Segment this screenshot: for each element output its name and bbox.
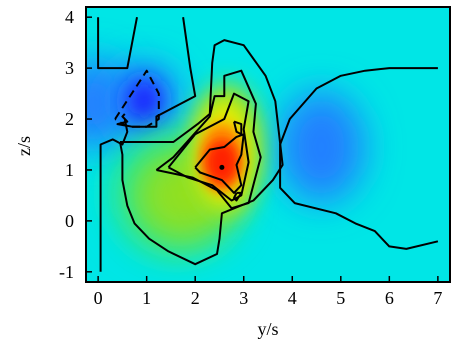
contour-line-red-core — [233, 191, 243, 202]
contour-line-outer-left — [99, 118, 129, 272]
y-axis-label: z/s — [14, 136, 34, 156]
y-tick-label: -1 — [59, 262, 74, 282]
x-axis-label: y/s — [257, 319, 278, 339]
contour-line-red — [194, 133, 245, 194]
contour-line-yellow — [155, 69, 262, 210]
contour-line-upper-left — [97, 17, 138, 70]
heatmap-field — [86, 7, 450, 282]
x-tick-label: 3 — [239, 288, 248, 308]
contour-line-green-outer — [119, 39, 284, 266]
plot-frame — [85, 6, 451, 283]
y-tick-label: 2 — [65, 109, 74, 129]
y-axis: -1 0 1 2 3 4 — [59, 7, 92, 282]
x-tick-label: 4 — [288, 288, 297, 308]
x-tick-label: 7 — [433, 288, 442, 308]
y-tick-label: 1 — [65, 160, 74, 180]
field-features — [219, 164, 225, 170]
x-tick-label: 1 — [142, 288, 151, 308]
contour-line-blue-min — [114, 69, 160, 128]
contour-line-orange — [167, 92, 250, 202]
x-tick-label: 5 — [336, 288, 345, 308]
y-tick-label: 0 — [65, 211, 74, 231]
x-tick-label: 0 — [94, 288, 103, 308]
contour-lines — [97, 17, 439, 272]
x-tick-label: 6 — [385, 288, 394, 308]
x-axis: 0 1 2 3 4 5 6 7 — [94, 276, 442, 308]
contour-line-right-lobe — [279, 67, 439, 250]
field-shape-3 — [277, 91, 366, 204]
y-tick-label: 4 — [65, 7, 74, 27]
maximum-marker — [219, 164, 225, 170]
field-shape-4 — [127, 78, 162, 125]
field-shape-10 — [204, 139, 239, 186]
x-tick-label: 2 — [191, 288, 200, 308]
y-tick-label: 3 — [65, 58, 74, 78]
contour-line-red-core — [233, 120, 243, 136]
